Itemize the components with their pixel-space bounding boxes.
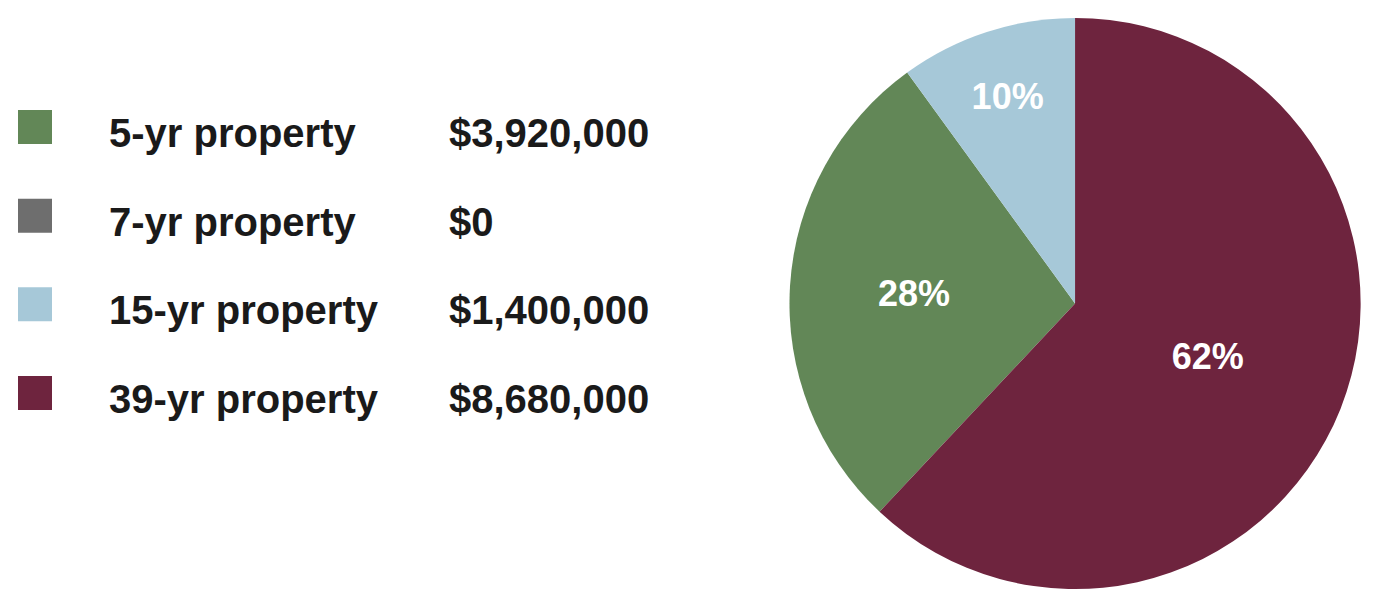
svg-text:5-yr property: 5-yr property [109, 111, 356, 155]
svg-text:$3,920,000: $3,920,000 [449, 111, 649, 155]
svg-text:15-yr property: 15-yr property [109, 288, 379, 332]
svg-text:$8,680,000: $8,680,000 [449, 377, 649, 421]
svg-text:39-yr property: 39-yr property [109, 377, 379, 421]
svg-text:$1,400,000: $1,400,000 [449, 288, 649, 332]
svg-text:28%: 28% [878, 273, 950, 314]
svg-text:7-yr property: 7-yr property [109, 200, 356, 244]
svg-text:62%: 62% [1172, 336, 1244, 377]
svg-text:$0: $0 [449, 200, 494, 244]
svg-text:10%: 10% [972, 76, 1044, 117]
